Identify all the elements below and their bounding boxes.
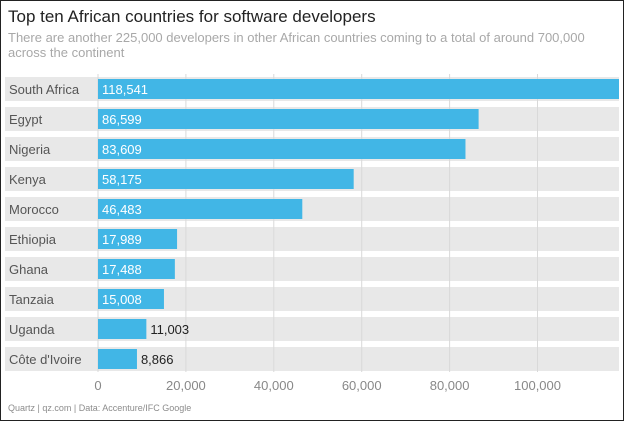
chart-title: Top ten African countries for software d… [8,7,376,26]
bar [98,259,175,279]
x-tick-label: 80,000 [430,378,470,393]
x-tick-label: 100,000 [514,378,561,393]
bar [98,79,619,99]
x-tick-label: 60,000 [342,378,382,393]
x-tick-label: 20,000 [166,378,206,393]
data-label: 17,989 [102,232,142,247]
category-label: Tanzaia [9,292,55,307]
data-label: 46,483 [102,202,142,217]
bar [98,349,137,369]
category-label: Morocco [9,202,59,217]
row-band [5,287,619,311]
bar [98,109,479,129]
x-tick-label: 40,000 [254,378,294,393]
source-footer: Quartz | qz.com | Data: Accenture/IFC Go… [8,403,192,413]
row-band [5,227,619,251]
row-band [5,317,619,341]
chart-subtitle: There are another 225,000 developers in … [8,30,585,60]
data-label: 118,541 [102,82,148,97]
data-label: 86,599 [102,112,142,127]
row-band [5,347,619,371]
category-label: Kenya [9,172,47,187]
bar [98,199,303,219]
category-label: Ethiopia [9,232,57,247]
category-label: Côte d'Ivoire [9,352,82,367]
row-band [5,197,619,221]
category-label: Ghana [9,262,49,277]
category-label: Egypt [9,112,43,127]
data-label: 17,488 [102,262,142,277]
data-label: 58,175 [102,172,142,187]
bar [98,229,178,249]
bar [98,319,147,339]
bar [98,169,354,189]
bar [98,139,466,159]
category-label: South Africa [9,82,80,97]
data-label: 15,008 [102,292,142,307]
row-band [5,257,619,281]
category-label: Uganda [9,322,55,337]
data-label: 8,866 [141,352,174,367]
data-label: 11,003 [150,322,189,337]
category-label: Nigeria [9,142,51,157]
data-label: 83,609 [102,142,142,157]
bar [98,289,164,309]
x-tick-label: 0 [94,378,101,393]
